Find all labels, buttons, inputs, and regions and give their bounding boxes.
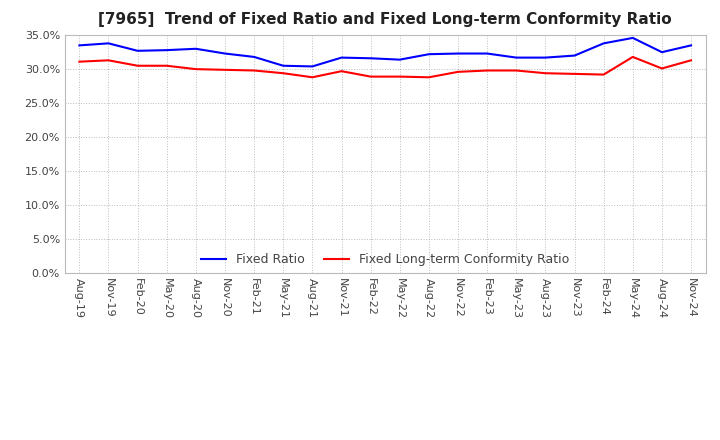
Fixed Long-term Conformity Ratio <box>599 72 608 77</box>
Fixed Long-term Conformity Ratio <box>657 66 666 71</box>
Fixed Long-term Conformity Ratio <box>133 63 142 68</box>
Fixed Ratio <box>599 41 608 46</box>
Fixed Long-term Conformity Ratio <box>163 63 171 68</box>
Line: Fixed Ratio: Fixed Ratio <box>79 38 691 66</box>
Title: [7965]  Trend of Fixed Ratio and Fixed Long-term Conformity Ratio: [7965] Trend of Fixed Ratio and Fixed Lo… <box>99 12 672 27</box>
Fixed Ratio <box>220 51 229 56</box>
Fixed Long-term Conformity Ratio <box>337 69 346 74</box>
Fixed Ratio <box>541 55 550 60</box>
Fixed Ratio <box>425 51 433 57</box>
Fixed Long-term Conformity Ratio <box>192 66 200 72</box>
Fixed Ratio <box>570 53 579 58</box>
Fixed Ratio <box>512 55 521 60</box>
Fixed Ratio <box>657 50 666 55</box>
Fixed Ratio <box>163 48 171 53</box>
Fixed Ratio <box>629 35 637 40</box>
Fixed Ratio <box>395 57 404 62</box>
Fixed Ratio <box>483 51 492 56</box>
Fixed Long-term Conformity Ratio <box>570 71 579 77</box>
Fixed Long-term Conformity Ratio <box>308 75 317 80</box>
Line: Fixed Long-term Conformity Ratio: Fixed Long-term Conformity Ratio <box>79 57 691 77</box>
Fixed Ratio <box>75 43 84 48</box>
Fixed Long-term Conformity Ratio <box>483 68 492 73</box>
Fixed Ratio <box>133 48 142 53</box>
Fixed Long-term Conformity Ratio <box>104 58 113 63</box>
Fixed Long-term Conformity Ratio <box>541 70 550 76</box>
Fixed Ratio <box>366 55 375 61</box>
Fixed Long-term Conformity Ratio <box>395 74 404 79</box>
Fixed Long-term Conformity Ratio <box>366 74 375 79</box>
Fixed Ratio <box>192 46 200 51</box>
Fixed Long-term Conformity Ratio <box>629 54 637 59</box>
Legend: Fixed Ratio, Fixed Long-term Conformity Ratio: Fixed Ratio, Fixed Long-term Conformity … <box>197 248 574 271</box>
Fixed Long-term Conformity Ratio <box>75 59 84 64</box>
Fixed Long-term Conformity Ratio <box>512 68 521 73</box>
Fixed Ratio <box>337 55 346 60</box>
Fixed Long-term Conformity Ratio <box>220 67 229 73</box>
Fixed Ratio <box>104 41 113 46</box>
Fixed Long-term Conformity Ratio <box>454 69 462 74</box>
Fixed Long-term Conformity Ratio <box>687 58 696 63</box>
Fixed Long-term Conformity Ratio <box>250 68 258 73</box>
Fixed Ratio <box>687 43 696 48</box>
Fixed Ratio <box>250 54 258 59</box>
Fixed Ratio <box>279 63 287 68</box>
Fixed Long-term Conformity Ratio <box>279 70 287 76</box>
Fixed Ratio <box>308 64 317 69</box>
Fixed Long-term Conformity Ratio <box>425 75 433 80</box>
Fixed Ratio <box>454 51 462 56</box>
